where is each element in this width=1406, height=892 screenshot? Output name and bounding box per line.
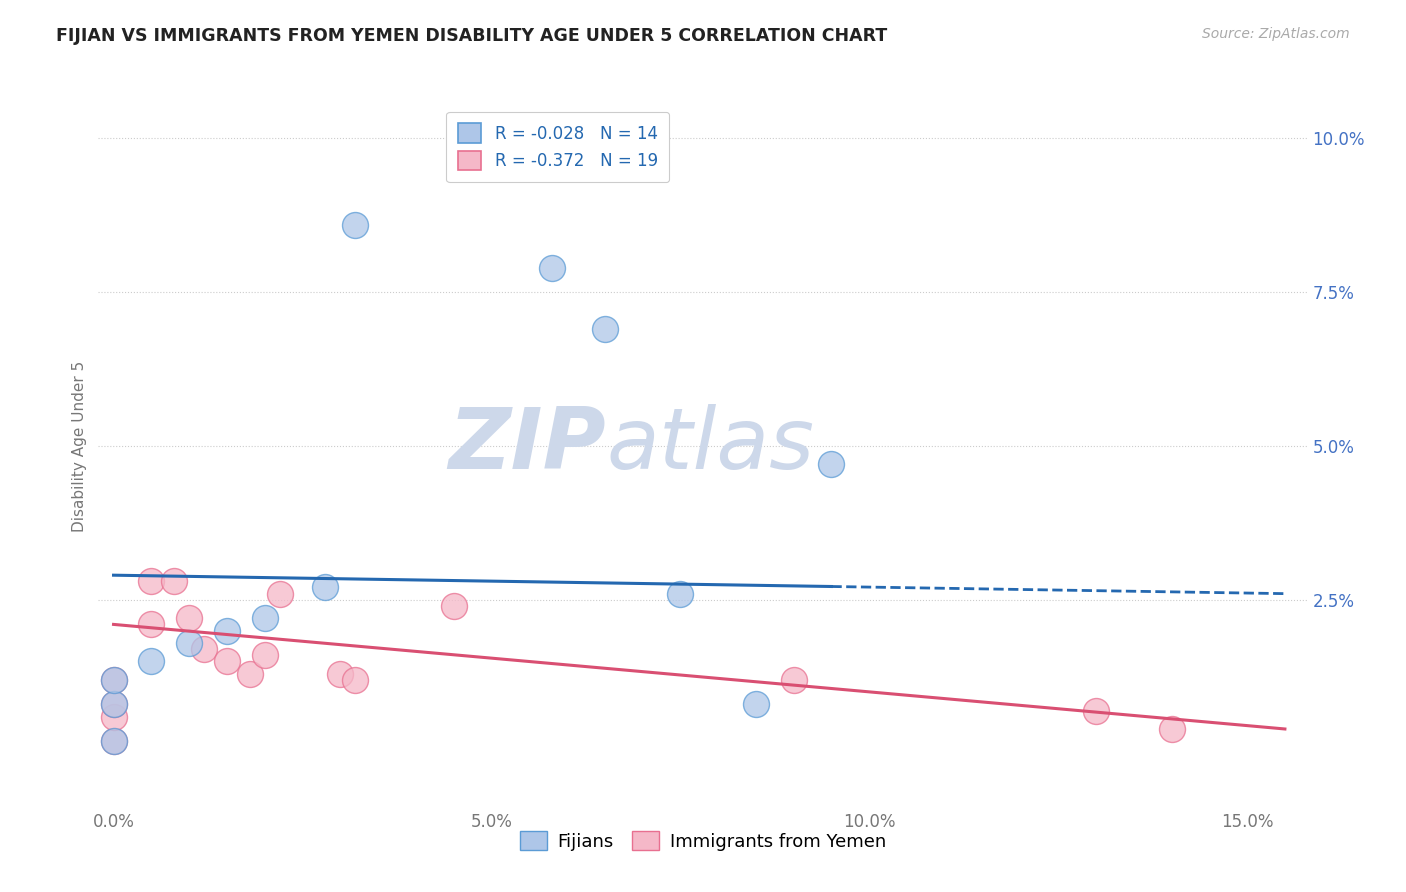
Point xyxy=(103,673,125,687)
Point xyxy=(215,624,238,638)
Point xyxy=(103,698,125,712)
Point xyxy=(541,260,564,275)
Point xyxy=(344,673,367,687)
Point xyxy=(215,654,238,668)
Point xyxy=(103,734,125,748)
Point xyxy=(269,587,291,601)
Point xyxy=(314,581,336,595)
Point xyxy=(193,642,215,657)
Text: atlas: atlas xyxy=(606,404,814,488)
Point xyxy=(1160,722,1182,736)
Point xyxy=(782,673,804,687)
Point xyxy=(253,648,276,662)
Point xyxy=(103,734,125,748)
Point xyxy=(745,698,768,712)
Point xyxy=(1085,704,1108,718)
Point xyxy=(179,636,201,650)
Point xyxy=(141,617,163,632)
Point xyxy=(329,666,352,681)
Point xyxy=(163,574,186,589)
Text: Source: ZipAtlas.com: Source: ZipAtlas.com xyxy=(1202,27,1350,41)
Point xyxy=(344,218,367,232)
Point xyxy=(593,322,616,336)
Y-axis label: Disability Age Under 5: Disability Age Under 5 xyxy=(72,360,87,532)
Point xyxy=(443,599,465,613)
Point xyxy=(141,654,163,668)
Point xyxy=(103,673,125,687)
Text: ZIP: ZIP xyxy=(449,404,606,488)
Point xyxy=(103,698,125,712)
Legend: Fijians, Immigrants from Yemen: Fijians, Immigrants from Yemen xyxy=(513,824,893,858)
Point xyxy=(669,587,692,601)
Point xyxy=(179,611,201,625)
Point xyxy=(103,709,125,723)
Point xyxy=(253,611,276,625)
Text: FIJIAN VS IMMIGRANTS FROM YEMEN DISABILITY AGE UNDER 5 CORRELATION CHART: FIJIAN VS IMMIGRANTS FROM YEMEN DISABILI… xyxy=(56,27,887,45)
Point xyxy=(141,574,163,589)
Point xyxy=(820,458,842,472)
Point xyxy=(239,666,262,681)
